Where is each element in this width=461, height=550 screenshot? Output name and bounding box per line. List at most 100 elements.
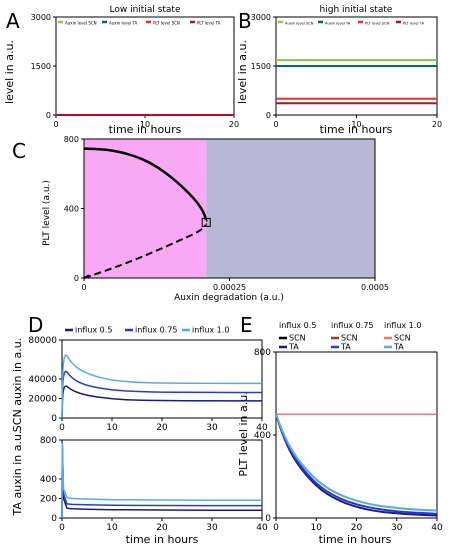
panel-e-legend-group-1-ta-label: TA — [288, 343, 299, 352]
panel-d-top-ytick-label: 20000 — [28, 395, 57, 405]
panel-b-legend-4-label: PLT level TA — [403, 22, 425, 26]
panel-d-legend-3-label: influx 1.0 — [192, 326, 229, 335]
panel-b-xtick-label: 10 — [351, 120, 361, 129]
panel-a-ylabel: level in a.u. — [3, 40, 16, 104]
panel-a-legend-3-label: PLT level SCN — [153, 21, 180, 26]
panel-e-xtick-label: 0 — [273, 523, 279, 533]
panel-a-xtick-label: 0 — [53, 120, 58, 129]
panel-c-xtick-label: 0.00025 — [213, 283, 246, 292]
panel-b-legend-1-label: Auxin level SCN — [285, 22, 314, 26]
panel-e-legend-group-1-scn-label: SCN — [289, 334, 306, 343]
panel-b-ytick-label: 1500 — [251, 62, 271, 71]
panel-letter-e: E — [240, 313, 253, 337]
panel-a-ytick-label: 3000 — [31, 13, 51, 22]
panel-e-legend-group-2-title: influx 0.75 — [331, 321, 374, 330]
panel-d-bottom-ytick-label: 400 — [40, 475, 57, 485]
panel-d-top-xtick-label: 10 — [106, 423, 118, 433]
panel-b-legend-3-label: PLT level SCN — [365, 22, 389, 26]
panel-a-xtick-label: 20 — [229, 120, 239, 129]
panel-d-bottom-ytick-label: 800 — [40, 436, 57, 446]
panel-e-frame — [275, 351, 438, 519]
panel-c-ylabel: PLT level (a.u.) — [42, 180, 52, 246]
panel-b-xtick-label: 0 — [273, 120, 278, 129]
panel-d-top-ytick-label: 0 — [51, 414, 57, 424]
panel-a-legend-4-label: PLT level TA — [197, 21, 221, 26]
panel-a-ytick-label: 1500 — [31, 62, 51, 71]
panel-c-origin-mark — [83, 274, 90, 279]
panel-e-ytick-label: 800 — [254, 348, 271, 358]
panel-a-ytick-label: 0 — [46, 111, 51, 120]
panel-e-legend-group-1-title: influx 0.5 — [279, 321, 316, 330]
panel-e-legend-group-3-scn-label: SCN — [394, 334, 411, 343]
panel-a-legend-1-label: Auxin level SCN — [65, 21, 97, 26]
panel-c-ytick-label: 400 — [64, 205, 79, 214]
panel-d-bottom-ylabel: TA auxin in a.u. — [11, 431, 24, 517]
panel-d-bottom-xtick-label: 20 — [156, 523, 168, 533]
panel-d-top-xtick-label: 30 — [206, 423, 218, 433]
panel-d-top-ylabel: SCN auxin in a.u. — [11, 338, 24, 432]
panel-d-top-xtick-label: 20 — [156, 423, 168, 433]
panel-d-top-series-1 — [61, 385, 262, 419]
panel-e-xlabel: time in hours — [319, 533, 392, 546]
panel-d-top-xtick-label: 40 — [256, 423, 268, 433]
panel-c-xtick-label: 0.0005 — [361, 283, 389, 292]
panel-d-bottom-series-1 — [61, 443, 262, 519]
panel-e-legend-group-3-title: influx 1.0 — [384, 321, 421, 330]
panel-c-ytick-label: 0 — [74, 274, 79, 283]
panel-b-legend-2-label: Auxin level TA — [325, 22, 351, 26]
panel-letter-a: A — [6, 9, 20, 33]
panel-letter-d: D — [28, 313, 43, 337]
panel-d-top-ytick-label: 40000 — [28, 375, 57, 385]
panel-e-ytick-label: 400 — [254, 431, 271, 441]
panel-d-legend-1-label: influx 0.5 — [75, 326, 112, 335]
panel-a-xlabel: time in hours — [109, 123, 182, 136]
panel-e-ylabel: PLT level in a.u. — [237, 391, 250, 476]
panel-c-fold-point-marker — [201, 217, 211, 227]
panel-e-ta-series-2 — [275, 413, 438, 515]
panel-e-xtick-label: 40 — [431, 523, 443, 533]
panel-e-legend-group-2-scn-label: SCN — [341, 334, 358, 343]
panel-d-top-ytick-label: 80000 — [28, 336, 57, 346]
panel-d-bottom-xtick-label: 30 — [206, 523, 218, 533]
panel-d-top-frame — [61, 339, 263, 419]
panel-d-xlabel: time in hours — [126, 533, 199, 546]
panel-b-ylabel: level in a.u. — [236, 40, 249, 104]
panel-b-xlabel: time in hours — [320, 123, 393, 136]
panel-letter-c: C — [12, 139, 26, 163]
panel-d-bottom-series-2 — [61, 443, 262, 519]
panel-d-top-xtick-label: 0 — [59, 423, 65, 433]
panel-d-bottom-series-3 — [61, 443, 263, 519]
panel-e-ytick-label: 0 — [265, 514, 271, 524]
panel-d-top-series-3 — [61, 354, 262, 419]
panel-a-xtick-label: 10 — [140, 120, 150, 129]
panel-d-bottom-ytick-label: 0 — [51, 514, 57, 524]
panel-c-stable-branch — [83, 147, 208, 222]
panel-b-ytick-label: 3000 — [251, 13, 271, 22]
panel-c-region-left — [84, 139, 207, 278]
panel-e-xtick-label: 10 — [311, 523, 323, 533]
panel-d-legend-2-label: influx 0.75 — [135, 326, 178, 335]
panel-e-xtick-label: 20 — [351, 523, 363, 533]
panel-b-ytick-label: 0 — [266, 111, 271, 120]
panel-e-legend-group-3-ta-label: TA — [393, 343, 404, 352]
panel-b-xtick-label: 20 — [432, 120, 442, 129]
panel-e-legend-group-2-ta-label: TA — [340, 343, 351, 352]
panel-e-xtick-label: 30 — [391, 523, 403, 533]
panel-d-bottom-xtick-label: 10 — [106, 523, 118, 533]
panel-d-bottom-xtick-label: 0 — [59, 523, 65, 533]
panel-c-region-right — [206, 139, 375, 278]
panel-c-xtick-label: 0 — [81, 283, 86, 292]
panel-d-top-series-2 — [61, 370, 262, 419]
panel-d-bottom-xtick-label: 40 — [256, 523, 268, 533]
panel-a-frame — [55, 16, 235, 116]
panel-a-title: Low initial state — [110, 5, 181, 15]
panel-letter-b: B — [238, 9, 252, 33]
panel-c-xlabel: Auxin degradation (a.u.) — [174, 293, 284, 303]
panel-e-ta-series-3 — [275, 413, 438, 512]
panel-a-legend-2-label: Auxin level TA — [109, 21, 137, 26]
panel-c-ytick-label: 800 — [64, 135, 79, 144]
panel-d-bottom-ytick-label: 200 — [40, 495, 57, 505]
panel-b-title: high initial state — [320, 5, 393, 15]
